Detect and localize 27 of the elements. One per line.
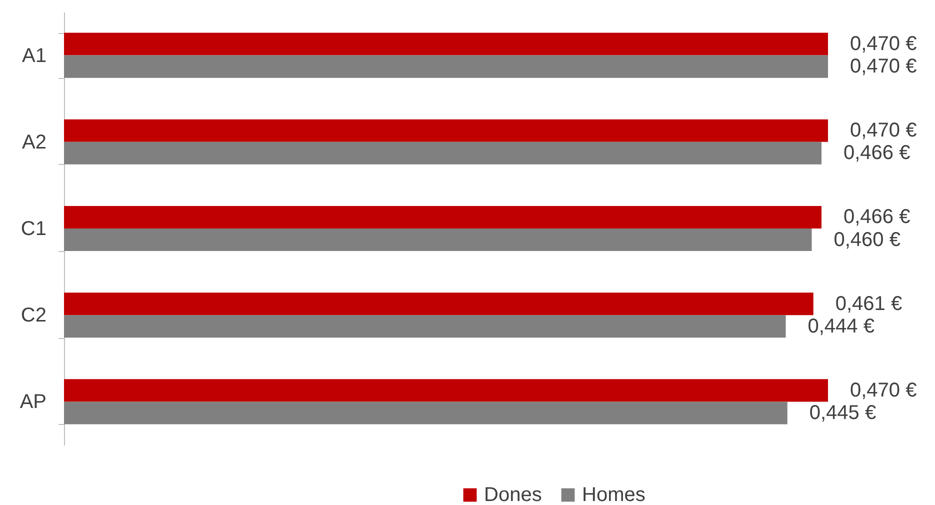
y-tick-label: A2 [22,131,46,154]
bar [64,315,786,338]
legend-label: Homes [582,484,646,505]
data-label: 0,470 € [850,33,917,56]
y-tick-label: C2 [20,304,46,327]
data-label: 0,466 € [844,142,910,164]
bar [64,292,814,316]
y-tick-label: AP [20,391,46,414]
bar [64,32,828,56]
bar [64,228,812,252]
bar [64,55,828,78]
y-tick-label: A1 [22,44,46,67]
data-label: 0,470 € [850,120,917,142]
bar [64,119,828,142]
bar [64,402,788,424]
legend-label: Dones [484,484,542,505]
data-label: 0,470 € [850,56,917,78]
data-label: 0,460 € [834,228,900,251]
data-label: 0,470 € [850,379,917,402]
data-label: 0,461 € [835,292,902,315]
data-label: 0,445 € [809,402,876,424]
bar [64,206,822,228]
data-label: 0,444 € [808,315,874,338]
bar [64,142,822,164]
data-label: 0,466 € [844,206,910,228]
bar [64,379,828,402]
y-tick-label: C1 [20,218,46,240]
